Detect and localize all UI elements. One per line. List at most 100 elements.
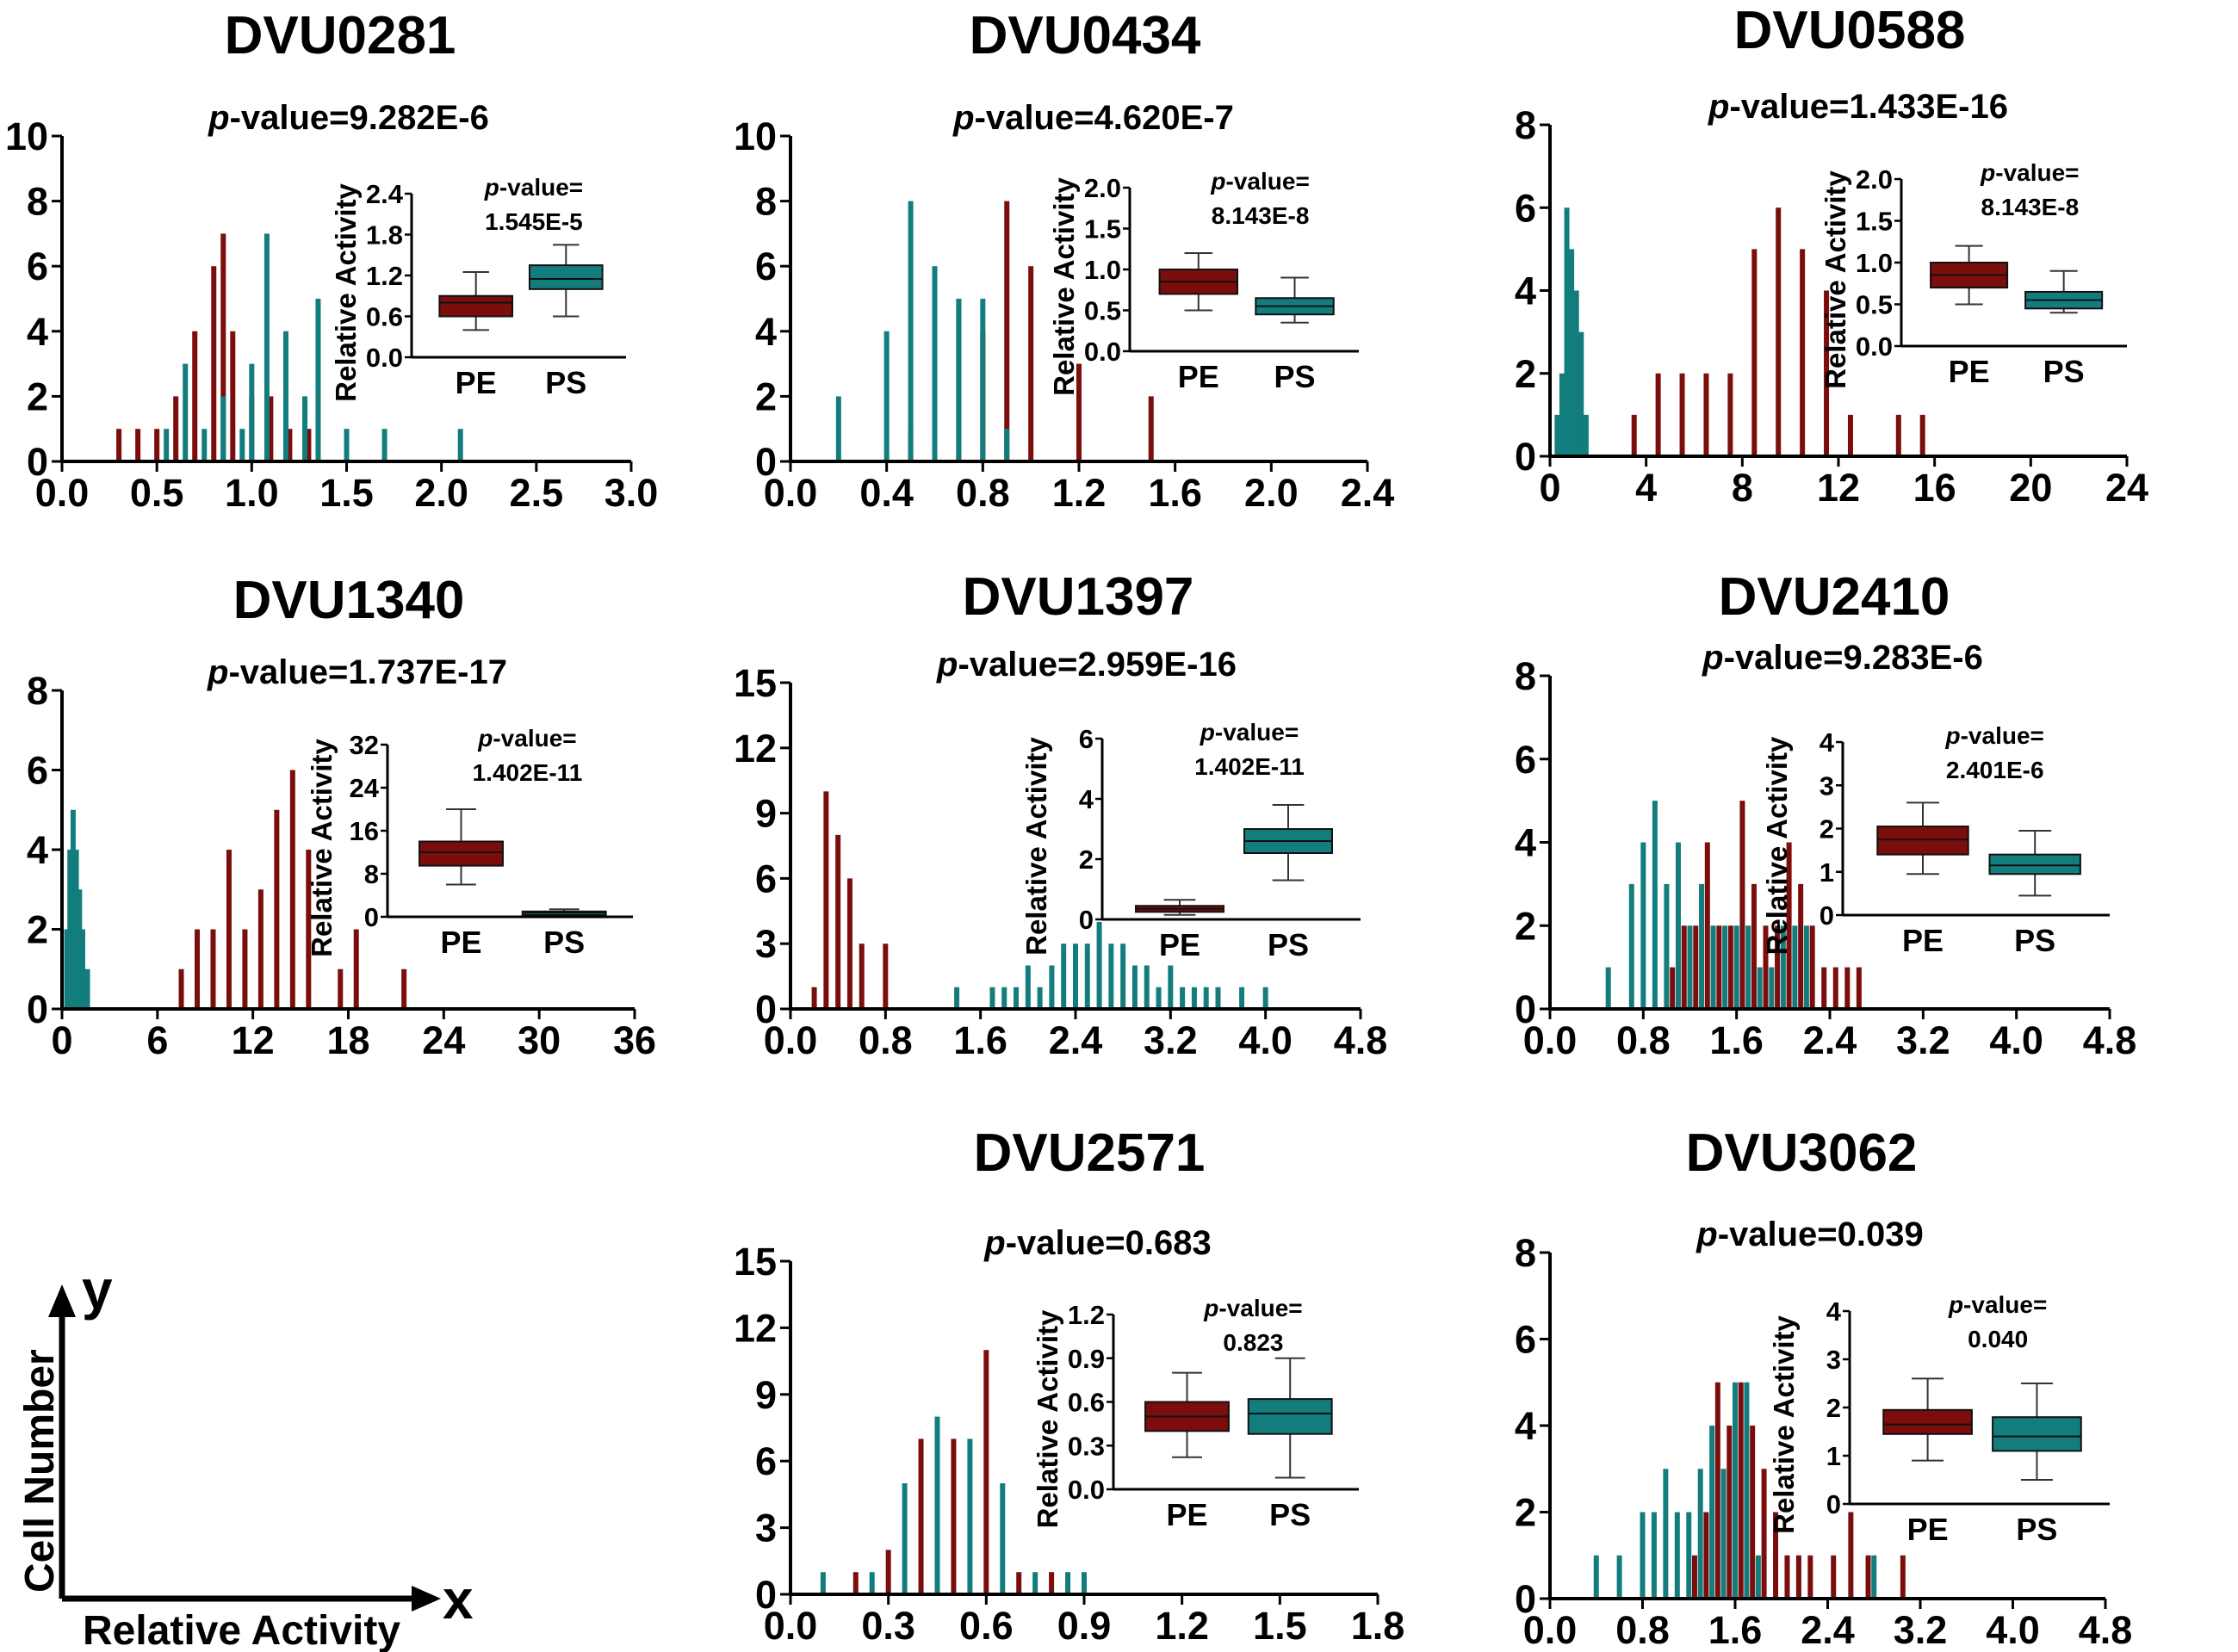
histogram-bar-pe xyxy=(1716,925,1722,1009)
inset-category-label: PE xyxy=(1159,927,1200,962)
chart-p-value: p-value=2.959E-16 xyxy=(936,646,1237,684)
histogram-bar-pe xyxy=(1844,967,1851,1009)
inset-category-label: PS xyxy=(1274,359,1316,394)
x-tick-label: 0 xyxy=(1539,466,1560,510)
histogram-bar-pe xyxy=(823,791,829,1009)
inset-p-text: -value= xyxy=(1961,722,2044,749)
inset-y-tick-label: 32 xyxy=(350,730,379,760)
y-tick-label: 9 xyxy=(755,1373,777,1417)
histogram-bar-ps xyxy=(1084,944,1090,1009)
histogram-bar-ps xyxy=(1745,925,1751,1009)
histogram-bar-pe xyxy=(918,1439,924,1594)
histogram-bar-ps xyxy=(1640,842,1646,1009)
histogram-bar-ps xyxy=(1004,429,1010,461)
inset-y-tick-label: 0.9 xyxy=(1068,1344,1105,1374)
histogram-bar-pe xyxy=(1775,925,1781,1009)
x-tick-label: 1.8 xyxy=(1351,1604,1405,1648)
histogram-bar-ps xyxy=(934,1416,940,1594)
inset-p-label: p-value= xyxy=(1200,719,1299,746)
box-pe xyxy=(418,840,504,867)
histogram-bar-ps xyxy=(883,331,890,461)
inset-y-tick-label: 0.0 xyxy=(366,343,403,373)
inset-y-label: Relative Activity xyxy=(1761,736,1793,955)
histogram-bar-pe xyxy=(220,233,226,461)
y-tick-label: 8 xyxy=(1515,654,1536,698)
histogram-bar-pe xyxy=(1776,207,1782,456)
y-tick-label: 15 xyxy=(734,661,777,705)
inset-p-text: -value= xyxy=(1218,1295,1302,1321)
histogram-bar-ps xyxy=(1025,965,1031,1009)
histogram-bar-pe xyxy=(1761,1469,1767,1599)
histogram-bar-ps xyxy=(1769,967,1775,1009)
histogram-bar-pe xyxy=(353,929,359,1009)
histogram-bar-ps xyxy=(164,429,170,461)
x-tick-label: 0.3 xyxy=(861,1604,915,1648)
y-tick-label: 6 xyxy=(755,1439,777,1483)
x-tick-label: 4.0 xyxy=(1986,1608,2040,1652)
histogram-bar-ps xyxy=(457,429,463,461)
histogram-bar-ps xyxy=(835,396,841,461)
histogram-bar-ps xyxy=(1640,1512,1646,1599)
inset-boxplot: 0 1 2 3 4 Relative Activity PE PS p-value= 0.040 xyxy=(1768,1291,2110,1547)
histogram-bar-ps xyxy=(1262,987,1268,1009)
histogram-bar-pe xyxy=(1848,1512,1854,1599)
inset-category-label: PS xyxy=(2014,923,2055,958)
histogram-bar-pe xyxy=(1751,249,1758,456)
y-tick-label: 6 xyxy=(755,857,777,900)
chart-title: DVU2410 xyxy=(1719,567,1950,627)
y-tick-label: 0 xyxy=(755,1573,777,1617)
histogram-bar-ps xyxy=(183,363,189,461)
histogram-bar-pe xyxy=(883,944,889,1009)
x-tick-label: 0.9 xyxy=(1057,1604,1112,1648)
chart-p-italic: p xyxy=(208,99,229,137)
x-tick-label: 0.0 xyxy=(764,1018,818,1062)
histogram-bar-pe xyxy=(852,1572,859,1594)
y-tick-label: 4 xyxy=(1515,821,1536,865)
inset-y-label: Relative Activity xyxy=(330,183,362,402)
histogram-bar-ps xyxy=(1037,987,1043,1009)
chart-p-value: p-value=0.039 xyxy=(1696,1216,1924,1253)
x-tick-label: 8 xyxy=(1732,466,1753,510)
chart-p-text: -value=9.283E-6 xyxy=(1724,639,1983,677)
inset-y-tick-label: 0.6 xyxy=(366,302,403,332)
chart-p-text: -value=0.039 xyxy=(1718,1216,1924,1253)
histogram-bar-pe xyxy=(1727,1426,1733,1599)
histogram-bar-ps xyxy=(1180,987,1186,1009)
x-tick-label: 3.0 xyxy=(604,471,659,515)
legend-y-arrow-label: y xyxy=(82,1259,113,1321)
histogram-bar-pe xyxy=(401,968,407,1009)
histogram-bar-pe xyxy=(1016,1572,1022,1594)
inset-category-label: PE xyxy=(1166,1497,1207,1532)
legend-x-label: Relative Activity xyxy=(83,1608,400,1652)
x-tick-label: 0 xyxy=(51,1018,72,1062)
inset-y-tick-label: 4 xyxy=(1079,784,1094,814)
x-tick-label: 18 xyxy=(326,1018,369,1062)
histogram-bar-pe xyxy=(192,331,198,461)
histogram-bar-ps xyxy=(902,1483,908,1594)
inset-y-tick-label: 0.5 xyxy=(1084,296,1121,326)
inset-y-tick-label: 4 xyxy=(1820,727,1835,758)
box-ps xyxy=(1988,853,2081,875)
histogram-bar-pe xyxy=(173,396,179,461)
histogram-bar-ps xyxy=(1664,883,1670,1009)
histogram-bar-pe xyxy=(1832,967,1838,1009)
histogram-bar-ps xyxy=(1569,249,1575,456)
histogram-bar-pe xyxy=(135,429,141,461)
histogram-bar-ps xyxy=(1616,1555,1622,1599)
histogram-bar-ps xyxy=(1651,1512,1657,1599)
inset-y-label: Relative Activity xyxy=(1048,177,1080,396)
histogram-bar-pe xyxy=(1784,1555,1790,1599)
histogram-bar-pe xyxy=(951,1439,957,1594)
histogram-bar-pe xyxy=(1773,1512,1779,1599)
x-tick-label: 3.2 xyxy=(1896,1018,1950,1062)
histogram-bar-ps xyxy=(954,987,960,1009)
y-tick-label: 2 xyxy=(1515,1491,1536,1535)
chart-p-italic: p xyxy=(1702,639,1723,677)
histogram-bar-pe xyxy=(1739,801,1745,1009)
histogram-bar-ps xyxy=(282,331,288,461)
inset-p-text: -value= xyxy=(493,725,576,752)
x-tick-label: 1.2 xyxy=(1155,1604,1209,1648)
